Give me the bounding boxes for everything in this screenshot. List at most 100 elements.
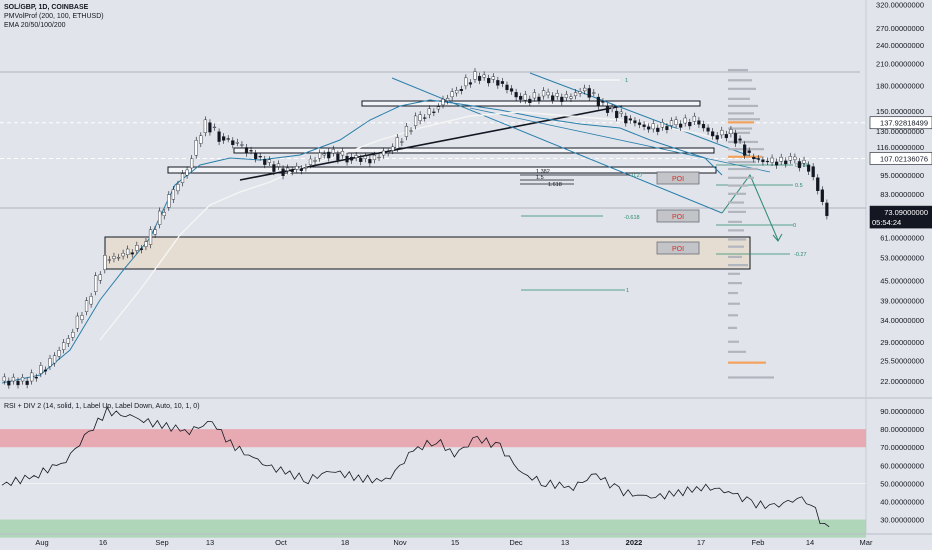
candle-body (701, 124, 706, 129)
candle-body (587, 88, 591, 98)
candle-body (171, 189, 175, 200)
candle-body (715, 135, 719, 140)
candle-body (692, 115, 696, 122)
ema-fast-line (1, 99, 723, 384)
projection-arrowhead (772, 233, 783, 242)
volume-profile-bar (728, 167, 758, 171)
candle-body (167, 194, 171, 208)
candle-body (733, 133, 738, 144)
rsi-tick-label: 70.00000000 (880, 443, 924, 452)
price-tag-label: 73.09000000 (884, 208, 928, 217)
symbol-legend[interactable]: SOL/GBP, 1D, COINBASE PMVolProf (200, 10… (4, 3, 104, 30)
candle-body (797, 161, 802, 169)
price-tag-label: 137.92818499 (880, 119, 928, 128)
candle-body (665, 126, 669, 130)
candle-body (564, 94, 568, 98)
volume-profile-bar (728, 121, 754, 124)
level-box-low (167, 166, 717, 174)
candle-body (482, 74, 486, 78)
price-tick-label: 25.50000000 (880, 356, 924, 365)
candle-body (372, 155, 377, 160)
candle-body (752, 156, 756, 160)
candle-body (340, 151, 345, 156)
candle-body (432, 111, 436, 113)
candle-body (546, 91, 550, 96)
candle-body (217, 131, 221, 142)
candle-body (107, 259, 111, 261)
candle-body (39, 365, 43, 374)
price-tick-label: 240.00000000 (876, 41, 924, 50)
rsi-axis[interactable]: 90.00000000 80.00000000 70.00000000 60.0000… (880, 407, 924, 524)
candle-body (743, 144, 747, 156)
candle-body (436, 106, 441, 110)
candle-body (532, 92, 537, 99)
candle-body (25, 380, 29, 385)
candle-body (295, 165, 299, 170)
candle-body (354, 155, 358, 158)
volume-profile-bar (728, 282, 742, 285)
candle-body (468, 82, 473, 85)
price-tick-label: 22.00000000 (880, 377, 924, 386)
rsi-legend[interactable]: RSI + DIV 2 (14, solid, 1, Label Up, Lab… (4, 402, 200, 411)
time-tick-label: 17 (697, 538, 705, 547)
rsi-pane (0, 406, 866, 538)
candle-body (249, 150, 253, 152)
price-tick-label: 130.00000000 (876, 127, 924, 136)
candle-body (66, 338, 70, 344)
channel-top (529, 72, 761, 161)
candle-body (404, 126, 409, 137)
candle-body (441, 98, 445, 106)
time-tick-label: 15 (451, 538, 459, 547)
candle-body (62, 342, 66, 350)
candle-body (158, 210, 162, 225)
price-axis[interactable]: 320.00000000 270.00000000 240.00000000 210.… (869, 0, 932, 386)
candle-body (610, 106, 614, 109)
fib-label: 1 (625, 78, 628, 84)
candle-body (683, 117, 687, 124)
candle-body (299, 168, 303, 171)
candle-body (656, 127, 660, 132)
price-tick-label: 39.00000000 (880, 296, 924, 305)
candle-body (16, 380, 20, 386)
candle-body (199, 135, 203, 144)
candle-body (203, 119, 207, 133)
time-axis[interactable]: Aug 16 Sep 13 Oct 18 Nov 15 Dec 13 2022 17 Feb 14 Mar (0, 533, 932, 547)
volume-profile-bar (728, 302, 740, 305)
time-tick-label: Sep (155, 538, 168, 547)
time-tick-label: 13 (206, 538, 214, 547)
volume-profile-bar (728, 112, 754, 115)
candle-body (541, 90, 546, 97)
volume-profile-bar (728, 87, 756, 90)
candle-body (528, 98, 532, 104)
volume-profile-bar (728, 127, 752, 130)
candle-body (235, 142, 239, 144)
candle-body (628, 118, 632, 121)
volume-profile-bar (728, 220, 742, 223)
candle-body (148, 229, 153, 245)
candle-body (637, 122, 642, 125)
candle-body (144, 241, 148, 247)
candle-body (807, 164, 811, 172)
time-tick-label: Aug (35, 538, 48, 547)
candle-body (509, 88, 514, 92)
candle-body (784, 160, 788, 165)
candle-body (633, 120, 637, 124)
candle-body (413, 115, 418, 126)
candle-body (596, 96, 600, 107)
volume-profile-bar (728, 376, 774, 379)
candle-body (423, 117, 427, 119)
rsi-tick-label: 80.00000000 (880, 425, 924, 434)
candle-body (318, 152, 322, 159)
volume-profile-bar (728, 314, 738, 317)
candle-body (322, 153, 326, 156)
candle-body (263, 159, 267, 165)
candle-body (112, 256, 116, 259)
volume-profile-bar (728, 291, 738, 295)
price-tick-label: 150.00000000 (876, 107, 924, 116)
candle-body (345, 155, 349, 163)
rsi-band (0, 519, 866, 538)
candle-body (583, 87, 587, 92)
candle-body (679, 123, 683, 128)
time-tick-label: 2022 (626, 538, 643, 547)
